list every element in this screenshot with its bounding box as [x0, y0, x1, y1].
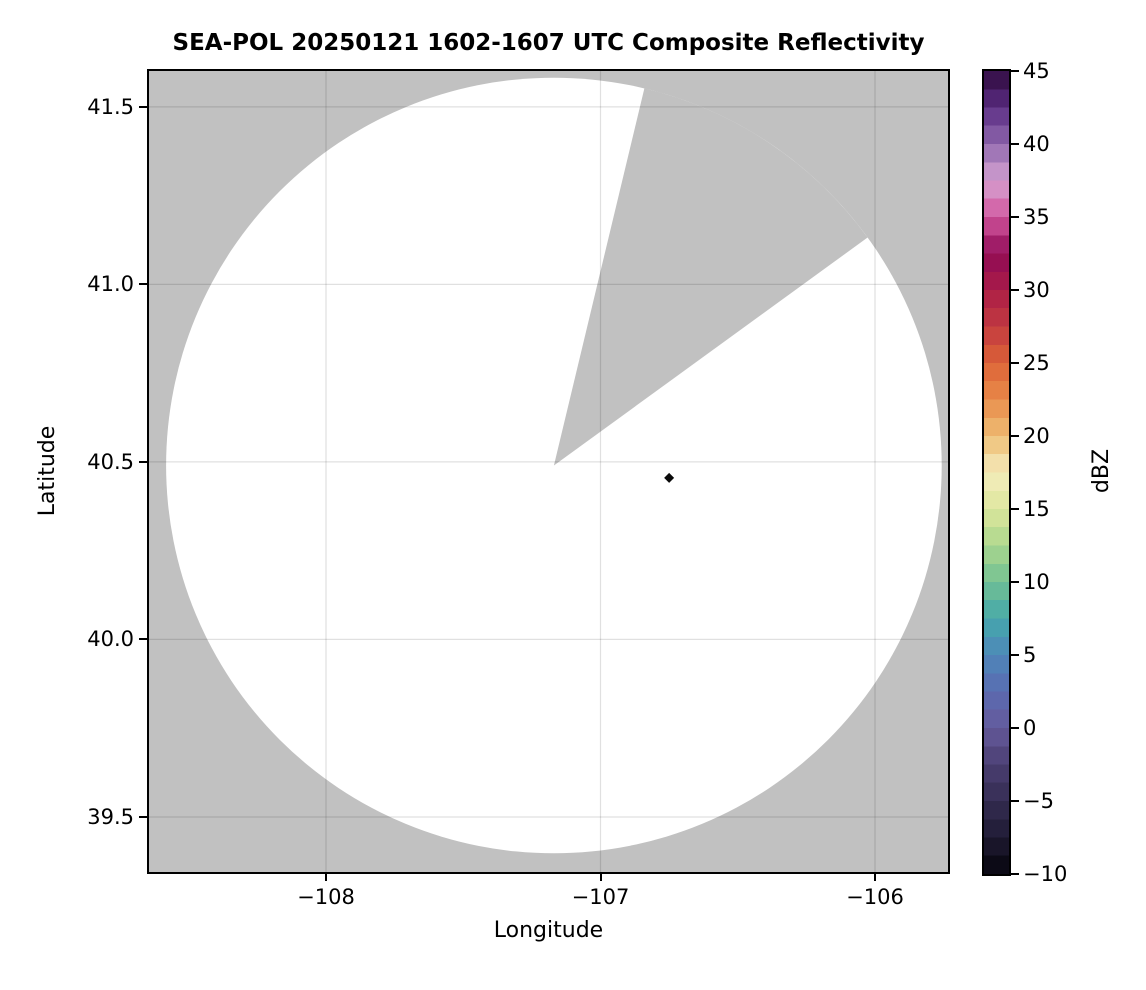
x-tick-label: −106: [846, 885, 904, 909]
x-tick-mark: [874, 873, 876, 881]
y-tick-mark: [139, 460, 147, 463]
colorbar-tick-mark: [1011, 216, 1019, 218]
colorbar-tick-mark: [1011, 800, 1019, 802]
x-tick-label: −108: [297, 885, 355, 909]
plot-title: SEA-POL 20250121 1602-1607 UTC Composite…: [172, 30, 925, 56]
colorbar-tick-label: 45: [1023, 59, 1050, 83]
colorbar-tick-label: 25: [1023, 351, 1050, 375]
y-tick-mark: [139, 283, 147, 286]
colorbar-tick-mark: [1011, 508, 1019, 510]
colorbar-tick-label: −5: [1023, 789, 1054, 813]
y-tick-label: 41.0: [87, 272, 134, 297]
x-tick-mark: [325, 873, 327, 881]
missing-sector-wedge: [553, 88, 868, 466]
colorbar-tick-mark: [1011, 362, 1019, 364]
y-tick-mark: [139, 638, 147, 641]
colorbar-tick-label: −10: [1023, 862, 1068, 886]
x-tick-label: −107: [571, 885, 630, 909]
x-tick-mark: [599, 873, 602, 881]
y-tick-mark: [139, 105, 147, 108]
y-tick-label: 39.5: [87, 805, 134, 829]
colorbar-tick-label: 15: [1023, 497, 1050, 521]
y-tick-label: 41.5: [87, 94, 134, 119]
x-axis-label: Longitude: [493, 918, 604, 943]
colorbar-tick-mark: [1011, 70, 1019, 72]
colorbar-label: dBZ: [1089, 448, 1114, 494]
y-tick-mark: [139, 816, 147, 818]
colorbar-tick-label: 30: [1023, 278, 1050, 302]
colorbar-tick-mark: [1011, 435, 1019, 437]
colorbar: [982, 69, 1011, 876]
map-plot-area: [149, 71, 948, 872]
colorbar-tick-mark: [1011, 727, 1019, 729]
colorbar-tick-label: 5: [1023, 643, 1037, 667]
colorbar-tick-mark: [1011, 289, 1019, 291]
colorbar-tick-label: 40: [1023, 132, 1050, 156]
colorbar-tick-label: 35: [1023, 205, 1050, 229]
y-tick-label: 40.5: [87, 449, 134, 474]
echo-marker: [664, 472, 675, 483]
colorbar-tick-label: 10: [1023, 570, 1050, 594]
colorbar-tick-label: 20: [1023, 424, 1050, 448]
colorbar-tick-mark: [1011, 873, 1019, 875]
y-tick-label: 40.0: [87, 627, 134, 652]
colorbar-tick-mark: [1011, 143, 1019, 145]
colorbar-tick-label: 0: [1023, 716, 1037, 740]
colorbar-tick-mark: [1011, 581, 1019, 583]
y-axis-label: Latitude: [35, 425, 60, 517]
colorbar-tick-mark: [1011, 654, 1019, 656]
